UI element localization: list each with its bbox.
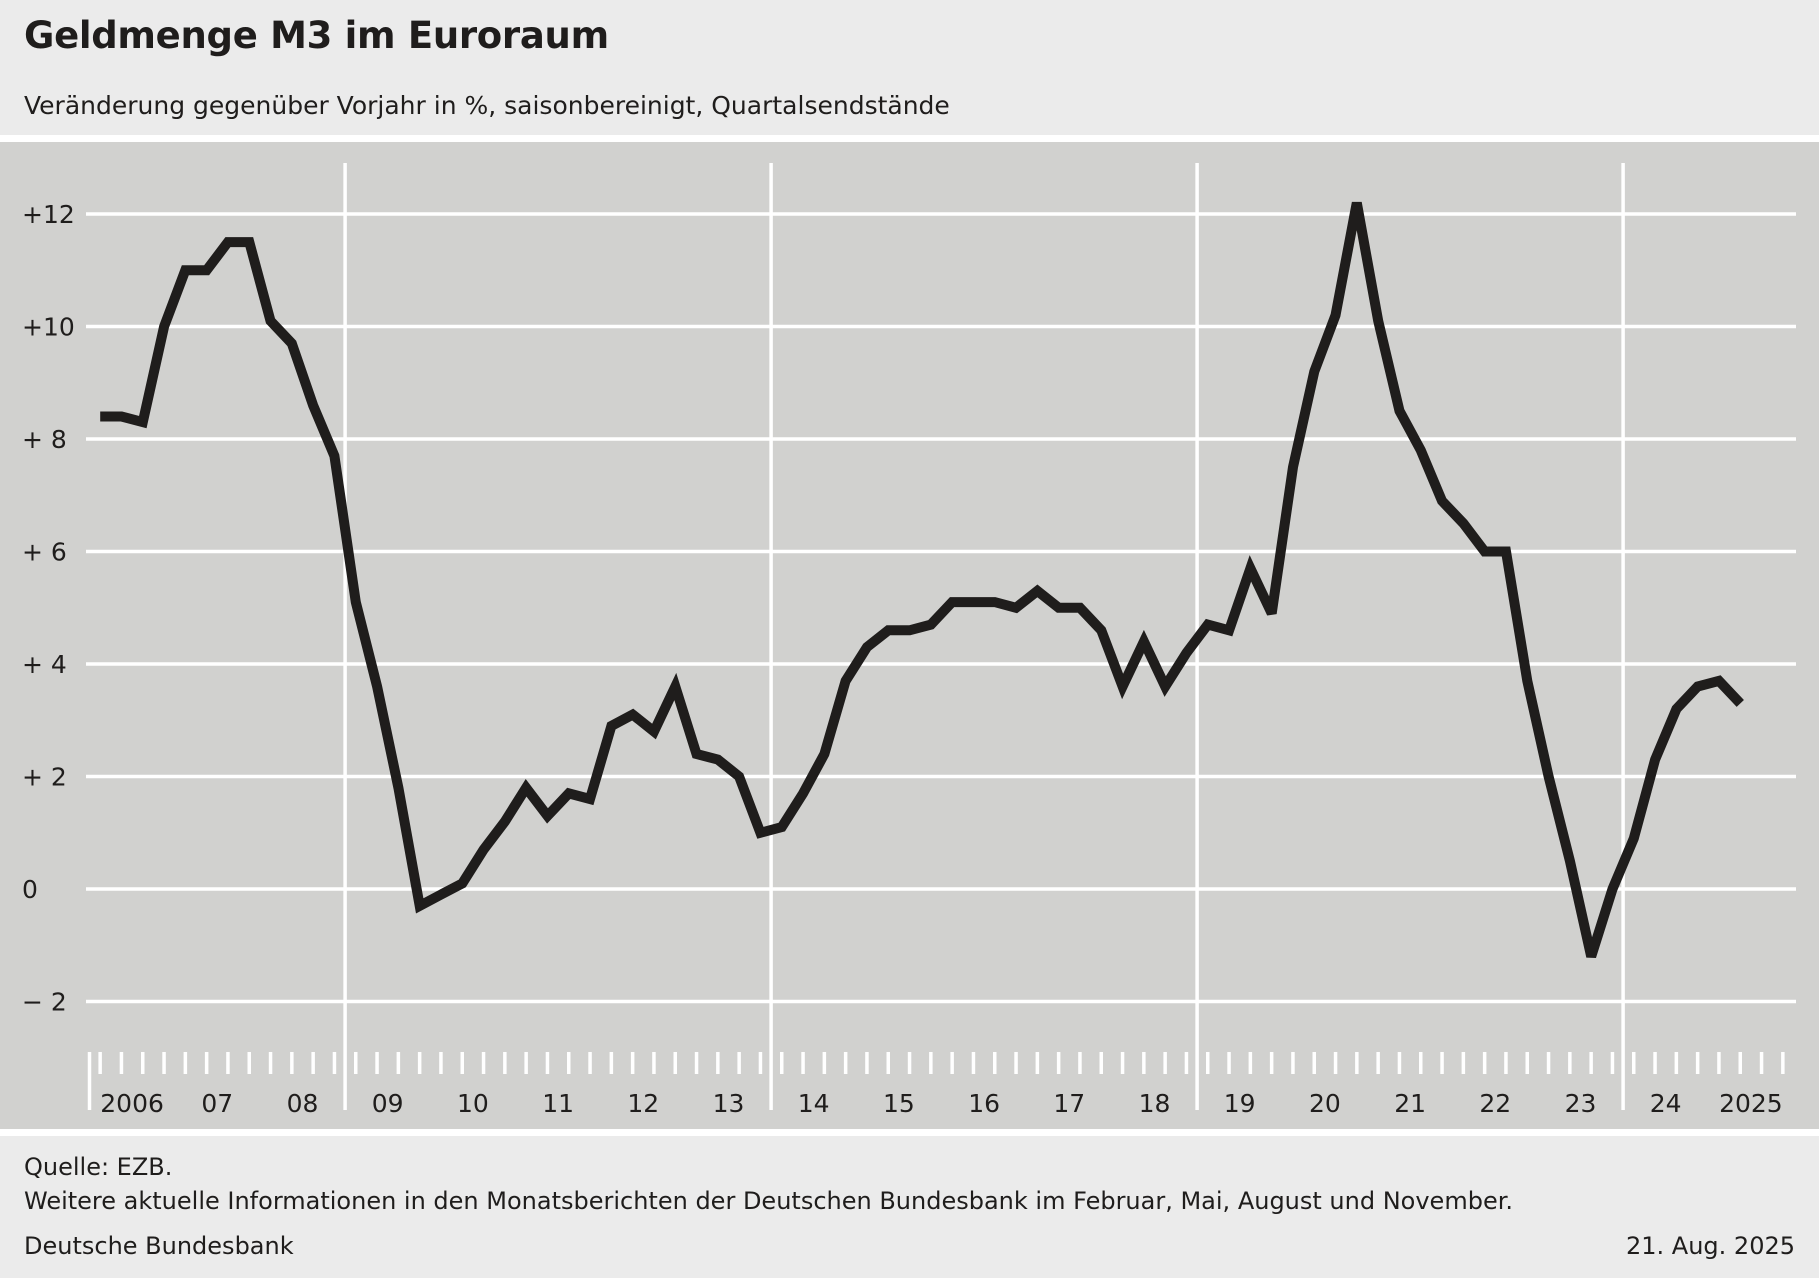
x-tick-label: 22: [1479, 1089, 1511, 1118]
series-layer: [100, 201, 1744, 959]
chart-title: Geldmenge M3 im Euroraum: [24, 14, 609, 57]
x-tick-label: 24: [1650, 1089, 1682, 1118]
x-tick-label: 08: [287, 1089, 319, 1118]
info-note: Weitere aktuelle Informationen in den Mo…: [24, 1187, 1513, 1215]
top-separator: [0, 135, 1819, 142]
x-tick-label: 09: [372, 1089, 404, 1118]
plot-background: [0, 142, 1819, 1136]
x-tick-label: 2025: [1719, 1089, 1783, 1118]
x-tick-label: 20: [1309, 1089, 1341, 1118]
y-tick-label: + 4: [22, 650, 67, 679]
y-tick-label: +10: [22, 313, 75, 342]
y-tick-label: + 2: [22, 763, 67, 792]
x-axis-labels: 2006 07 08 09 10 11 12 13 14 15 16 17 18 19 20 21 22 23 24…: [100, 1089, 1782, 1118]
x-tick-label: 17: [1053, 1089, 1085, 1118]
x-tick-label: 10: [457, 1089, 489, 1118]
bottom-separator: [0, 1129, 1819, 1136]
x-tick-label: 14: [798, 1089, 830, 1118]
series-line-m3: [100, 201, 1744, 959]
x-tick-label: 11: [542, 1089, 574, 1118]
chart-subtitle: Veränderung gegenüber Vorjahr in %, sais…: [24, 91, 950, 120]
x-tick-label: 2006: [100, 1089, 164, 1118]
y-tick-label: − 2: [22, 988, 67, 1017]
chart-footer: Quelle: EZB. Weitere aktuelle Informatio…: [0, 1140, 1819, 1278]
chart-area: +12 +10 + 8 + 6 + 4 + 2 0 − 2 2006 07 08 09 10 11 12 1…: [0, 135, 1819, 1136]
chart-header: Geldmenge M3 im Euroraum Veränderung geg…: [0, 0, 1819, 135]
y-tick-label: 0: [22, 875, 38, 904]
x-tick-label: 21: [1394, 1089, 1426, 1118]
x-tick-label: 19: [1224, 1089, 1256, 1118]
y-tick-label: +12: [22, 200, 75, 229]
y-axis-labels: +12 +10 + 8 + 6 + 4 + 2 0 − 2: [22, 200, 75, 1017]
publisher: Deutsche Bundesbank: [24, 1232, 294, 1260]
x-tick-label: 12: [627, 1089, 659, 1118]
x-tick-label: 18: [1139, 1089, 1171, 1118]
source-note: Quelle: EZB.: [24, 1153, 173, 1181]
publication-date: 21. Aug. 2025: [1626, 1232, 1795, 1260]
grid-layer: [86, 163, 1796, 1110]
x-axis-ticks: [87, 1052, 1785, 1110]
y-tick-label: + 6: [22, 538, 67, 567]
y-tick-label: + 8: [22, 425, 67, 454]
x-tick-label: 07: [201, 1089, 233, 1118]
x-tick-label: 23: [1565, 1089, 1597, 1118]
x-tick-label: 16: [968, 1089, 1000, 1118]
x-tick-label: 15: [883, 1089, 915, 1118]
x-tick-label: 13: [713, 1089, 745, 1118]
